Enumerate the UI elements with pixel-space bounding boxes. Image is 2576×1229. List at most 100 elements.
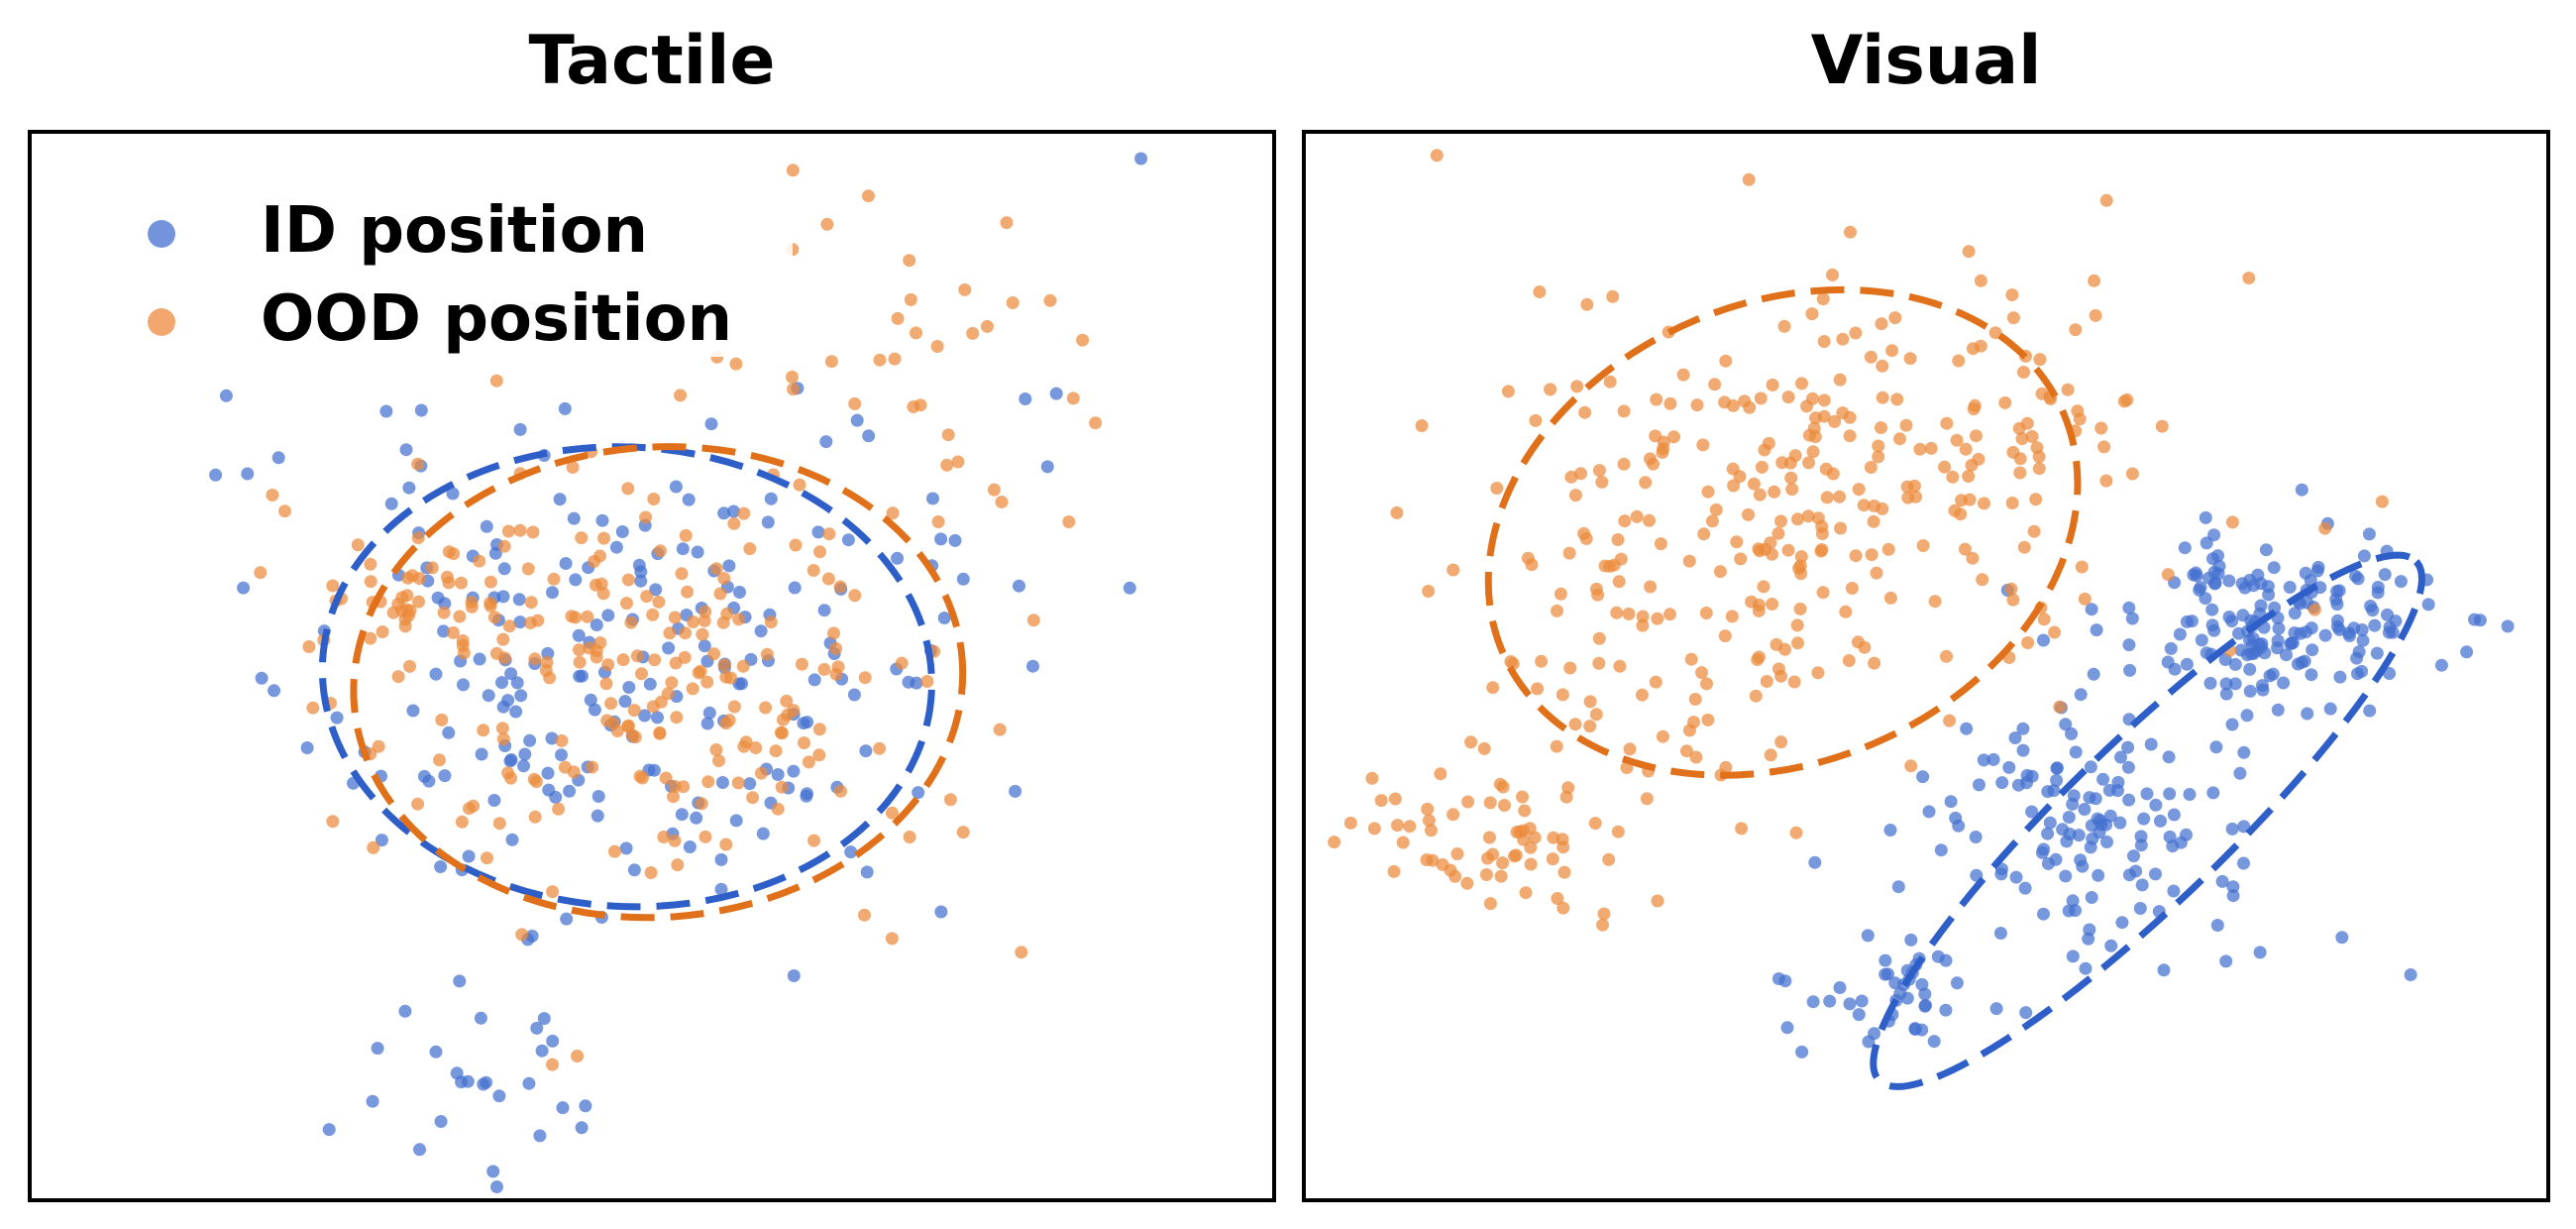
id-position-point (406, 704, 420, 718)
ood-position-point (873, 741, 887, 755)
id-position-point (487, 794, 501, 807)
id-position-point (2085, 603, 2098, 616)
ood-position-point (601, 658, 615, 672)
ood-position-point (575, 531, 589, 545)
id-position-point (2232, 626, 2245, 640)
ood-position-point (1089, 416, 1103, 430)
ood-position-point (789, 538, 803, 552)
ood-position-point (483, 575, 497, 589)
id-position-point (1986, 752, 2000, 766)
ood-position-point (1958, 542, 1972, 556)
ood-position-point (1754, 391, 1768, 405)
ood-position-point (435, 713, 449, 726)
ood-position-point (674, 389, 688, 402)
ood-position-point (1954, 507, 1968, 521)
ood-position-point (604, 697, 618, 711)
id-position-point (1823, 994, 1837, 1008)
id-position-point (2286, 636, 2300, 650)
id-position-point (619, 841, 633, 855)
ood-position-point (1682, 554, 1696, 568)
ood-position-point (807, 834, 820, 847)
ood-position-point (467, 799, 481, 813)
ood-position-point (1597, 907, 1611, 921)
ood-position-point (624, 615, 638, 629)
ood-position-point (681, 585, 695, 599)
ood-position-point (1893, 432, 1906, 446)
ood-position-point (621, 573, 635, 587)
ood-position-point (2375, 495, 2389, 508)
id-position-point (241, 467, 255, 481)
id-position-point (2164, 641, 2178, 655)
ood-position-point (1826, 268, 1839, 281)
ood-position-point (326, 815, 340, 829)
ood-position-point (1421, 802, 1435, 816)
id-position-point (2394, 575, 2408, 589)
ood-position-point (1506, 657, 1520, 671)
id-position-point (2049, 852, 2063, 866)
ood-position-point (1546, 852, 1559, 866)
ood-position-point (1422, 585, 1436, 598)
id-position-point (541, 766, 555, 780)
ood-position-point (1742, 172, 1756, 186)
ood-position-point (719, 838, 733, 851)
ood-position-point (1816, 292, 1830, 306)
ood-position-point (1501, 385, 1515, 398)
ood-position-point (700, 675, 714, 689)
id-position-point (2078, 803, 2092, 816)
ood-position-point (1043, 293, 1057, 307)
id-position-point (300, 741, 314, 754)
id-position-point (2271, 703, 2285, 717)
ood-position-point (1483, 796, 1497, 810)
ood-position-point (1867, 514, 1880, 528)
ood-position-point (1791, 512, 1804, 526)
ood-position-point (1697, 527, 1711, 541)
ood-position-point (1496, 856, 1510, 870)
ood-position-ellipse (1484, 285, 2082, 779)
id-position-point (371, 1042, 384, 1056)
ood-position-point (1758, 443, 1771, 457)
id-position-point (2298, 654, 2311, 668)
id-position-point (2212, 559, 2226, 573)
id-position-point (2096, 772, 2110, 786)
ood-position-point (566, 461, 580, 474)
ood-position-point (1998, 395, 2012, 409)
ood-position-point (729, 357, 743, 371)
id-position-point (2122, 601, 2136, 614)
ood-position-point (2015, 432, 2029, 446)
ood-position-point (1656, 729, 1669, 743)
ood-position-point (1461, 795, 1475, 809)
ood-position-point (1651, 894, 1664, 908)
id-position-point (2378, 568, 2392, 582)
id-position-point (495, 676, 508, 690)
ood-position-point (546, 885, 560, 899)
ood-position-point (2020, 416, 2034, 430)
ood-position-point (2155, 419, 2169, 433)
ood-position-point (608, 844, 621, 858)
ood-position-point (376, 625, 389, 638)
ood-position-point (1868, 656, 1881, 670)
visual-panel: Visual (1302, 22, 2550, 1202)
ood-position-point (2225, 515, 2239, 529)
id-position-point (1969, 831, 1983, 843)
id-position-point (2288, 607, 2302, 620)
ood-position-point (1612, 575, 1626, 589)
ood-position-point (1726, 462, 1740, 476)
id-position-point (761, 515, 775, 529)
ood-position-point (686, 682, 699, 696)
id-position-point (860, 865, 874, 879)
id-position-point (2243, 662, 2257, 676)
ood-position-point (1650, 392, 1664, 406)
id-position-point (509, 705, 523, 719)
ood-position-point (1774, 735, 1788, 749)
ood-position-point (1726, 398, 1740, 412)
id-position-point (2306, 643, 2319, 657)
ood-position-point (2027, 524, 2041, 538)
ood-position-point (2094, 421, 2108, 435)
ood-position-point (1690, 398, 1704, 412)
ood-position-point (737, 739, 751, 753)
ood-position-point (1603, 375, 1617, 389)
ood-position-point (446, 625, 460, 639)
ood-position-point (670, 711, 684, 725)
ood-position-point (913, 398, 927, 412)
ood-position-point (1556, 901, 1570, 915)
